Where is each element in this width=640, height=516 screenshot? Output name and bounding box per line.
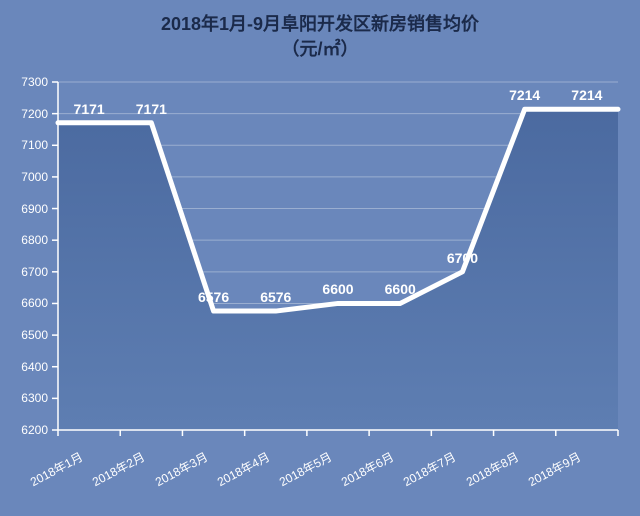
y-tick-label: 7200 — [0, 107, 48, 121]
chart-svg — [0, 0, 640, 516]
y-tick-label: 7000 — [0, 170, 48, 184]
y-tick-label: 6500 — [0, 328, 48, 342]
data-label: 7171 — [136, 101, 167, 117]
y-tick-label: 6400 — [0, 360, 48, 374]
data-label: 7214 — [509, 87, 540, 103]
data-label: 7171 — [74, 101, 105, 117]
y-tick-label: 6600 — [0, 296, 48, 310]
area-fill — [58, 109, 618, 430]
y-tick-label: 6200 — [0, 423, 48, 437]
y-tick-label: 6800 — [0, 233, 48, 247]
price-line-chart: 2018年1月-9月阜阳开发区新房销售均价 （元/㎡） 620063006400… — [0, 0, 640, 516]
data-label: 6576 — [260, 289, 291, 305]
y-tick-label: 6300 — [0, 391, 48, 405]
y-tick-label: 7300 — [0, 75, 48, 89]
data-label: 7214 — [571, 87, 602, 103]
y-tick-label: 6900 — [0, 202, 48, 216]
data-label: 6600 — [322, 281, 353, 297]
y-tick-label: 6700 — [0, 265, 48, 279]
data-label: 6600 — [385, 281, 416, 297]
data-label: 6576 — [198, 289, 229, 305]
data-label: 6700 — [447, 250, 478, 266]
y-tick-label: 7100 — [0, 138, 48, 152]
